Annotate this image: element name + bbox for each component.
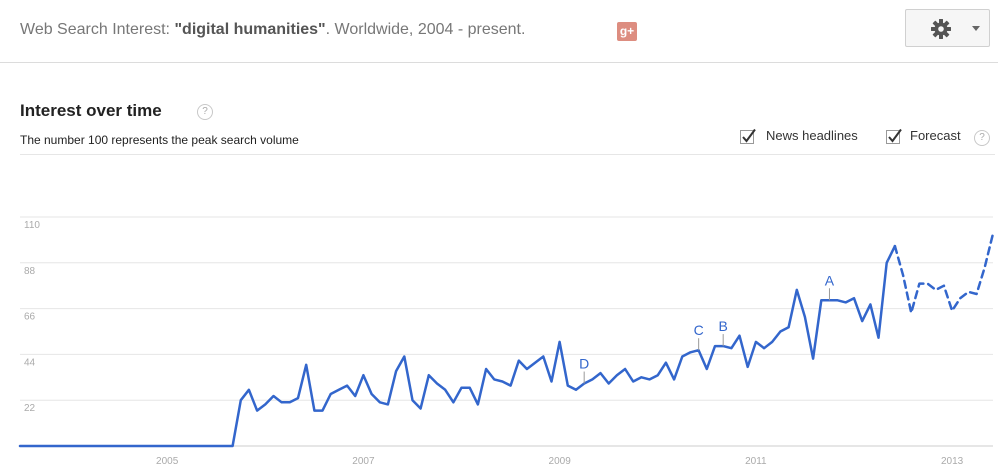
interest-over-time-chart: 22 44 66 88 110 2005 2007 2009 2011 2013 A BC D xyxy=(18,216,995,466)
y-tick-label: 44 xyxy=(24,357,36,368)
y-tick-label: 22 xyxy=(24,403,36,414)
x-tick-label: 2013 xyxy=(941,456,964,466)
title-suffix: . Worldwide, 2004 - present. xyxy=(325,21,526,38)
chevron-down-icon xyxy=(972,26,980,31)
y-tick-label: 66 xyxy=(24,312,36,323)
forecast-label[interactable]: Forecast xyxy=(910,128,961,143)
interest-series-line xyxy=(18,244,897,448)
x-tick-label: 2011 xyxy=(745,456,767,466)
annotation-label: B xyxy=(719,318,728,334)
y-tick-label: 110 xyxy=(24,220,40,231)
settings-menu-button[interactable] xyxy=(905,9,990,47)
forecast-checkbox[interactable] xyxy=(886,128,903,145)
forecast-help-icon[interactable]: ? xyxy=(974,130,990,146)
y-tick-label: 88 xyxy=(24,266,36,277)
section-divider xyxy=(20,154,995,155)
annotation-label: C xyxy=(694,322,704,338)
header-divider xyxy=(0,62,998,63)
search-query: "digital humanities" xyxy=(174,21,326,38)
annotation-label: D xyxy=(579,356,589,372)
help-icon[interactable]: ? xyxy=(197,104,213,120)
gear-icon xyxy=(931,19,951,39)
forecast-series-line xyxy=(893,232,995,315)
x-tick-label: 2009 xyxy=(549,456,572,466)
chart-subtitle: The number 100 represents the peak searc… xyxy=(20,133,299,147)
x-tick-label: 2005 xyxy=(156,456,179,466)
title-prefix: Web Search Interest: xyxy=(20,21,175,38)
news-headlines-checkbox[interactable] xyxy=(740,128,757,145)
annotation-label: A xyxy=(825,272,835,288)
google-plus-share-button[interactable]: g+ xyxy=(617,22,637,41)
header-bar: Web Search Interest: "digital humanities… xyxy=(0,0,998,62)
page-title: Web Search Interest: "digital humanities… xyxy=(20,21,525,39)
x-tick-label: 2007 xyxy=(352,456,375,466)
section-title: Interest over time xyxy=(20,101,162,120)
news-headlines-label[interactable]: News headlines xyxy=(766,128,858,143)
